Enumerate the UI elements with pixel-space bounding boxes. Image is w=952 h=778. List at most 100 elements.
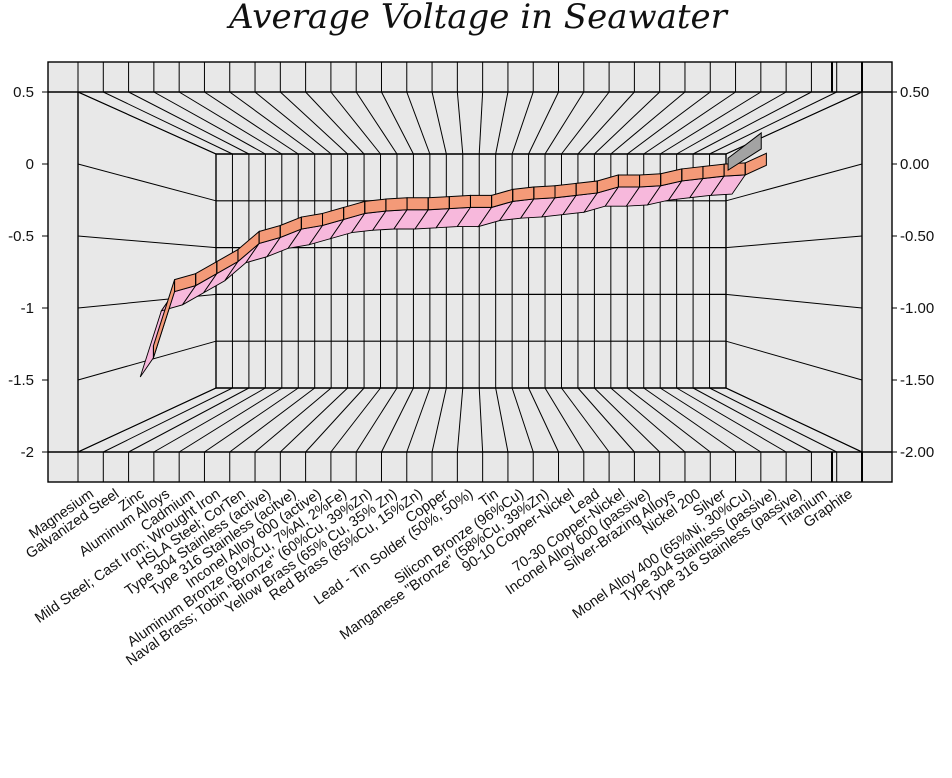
left-tick-label: -0.5 bbox=[8, 228, 34, 245]
grid-line bbox=[561, 91, 610, 155]
chart-title: Average Voltage in Seawater bbox=[226, 0, 729, 37]
grid-line bbox=[178, 91, 283, 155]
grid-line bbox=[456, 387, 464, 453]
grid-line bbox=[381, 387, 414, 453]
grid-line bbox=[725, 163, 863, 202]
grid-line bbox=[709, 91, 837, 155]
grid-line bbox=[381, 91, 414, 155]
grid-line bbox=[355, 91, 398, 155]
grid-line bbox=[305, 387, 365, 453]
grid-line bbox=[153, 91, 266, 155]
grid-line bbox=[643, 91, 736, 155]
grid-line bbox=[431, 91, 447, 155]
grid-line bbox=[495, 387, 509, 453]
grid-line bbox=[725, 235, 863, 249]
right-tick-label: -1.00 bbox=[900, 300, 934, 317]
grid-line bbox=[478, 91, 484, 155]
right-y-axis: 0.50 0.00 -0.50 -1.00 -1.50 -2.00 bbox=[892, 84, 934, 461]
grid-line bbox=[330, 91, 381, 155]
chart-walls bbox=[47, 61, 893, 483]
ribbon-top-segment bbox=[681, 165, 704, 182]
grid-line bbox=[495, 91, 509, 155]
grid-line bbox=[577, 91, 635, 155]
grid-line bbox=[456, 91, 464, 155]
left-tick-label: -1 bbox=[21, 300, 34, 317]
ribbon-top-segment bbox=[448, 194, 471, 210]
grid-line bbox=[406, 387, 431, 453]
grid-line bbox=[153, 387, 266, 453]
grid-line bbox=[528, 387, 559, 453]
grid-line bbox=[478, 387, 484, 453]
grid-line bbox=[594, 387, 661, 453]
ribbon-top-segment bbox=[533, 185, 556, 200]
ribbon-top-segment bbox=[427, 196, 450, 211]
grid-line bbox=[229, 91, 316, 155]
ribbon-top-segment bbox=[469, 194, 493, 208]
grid-line bbox=[692, 387, 812, 453]
grid-line bbox=[77, 163, 217, 202]
grid-line bbox=[610, 91, 686, 155]
grid-line bbox=[544, 387, 585, 453]
grid-line bbox=[406, 91, 431, 155]
grid-line bbox=[103, 387, 233, 453]
grid-line bbox=[128, 91, 250, 155]
data-ribbon bbox=[139, 131, 767, 378]
ribbon-end-cap bbox=[727, 131, 762, 172]
grid-line bbox=[254, 387, 332, 453]
grid-line bbox=[626, 387, 711, 453]
right-tick-label: 0.50 bbox=[900, 84, 929, 101]
grid-line bbox=[544, 91, 585, 155]
grid-line bbox=[577, 387, 635, 453]
ribbon-top-segment bbox=[639, 173, 662, 188]
grid-line bbox=[725, 387, 863, 453]
left-tick-label: 0 bbox=[26, 156, 34, 173]
grid-line bbox=[511, 387, 534, 453]
grid-line bbox=[178, 387, 283, 453]
grid-line bbox=[431, 387, 447, 453]
left-tick-label: -1.5 bbox=[8, 372, 34, 389]
grid-line bbox=[594, 91, 661, 155]
grid-line bbox=[528, 91, 559, 155]
grid-line bbox=[709, 387, 837, 453]
grid-line bbox=[561, 387, 610, 453]
grid-line bbox=[254, 91, 332, 155]
grid-line bbox=[128, 387, 250, 453]
ribbon-top-segment bbox=[617, 174, 641, 188]
ribbon-top-segment bbox=[575, 180, 598, 196]
grid-line bbox=[204, 387, 299, 453]
right-tick-label: -0.50 bbox=[900, 228, 934, 245]
right-tick-label: -2.00 bbox=[900, 444, 934, 461]
grid-line bbox=[610, 387, 686, 453]
grid-line bbox=[692, 91, 812, 155]
grid-line bbox=[330, 387, 381, 453]
ribbon-top-segment bbox=[385, 197, 408, 212]
ribbon-top-segment bbox=[406, 197, 429, 211]
grid-line bbox=[77, 235, 217, 249]
grid-line bbox=[659, 387, 762, 453]
ribbon-top-segment bbox=[702, 163, 725, 180]
ribbon-top-segment bbox=[364, 198, 387, 214]
grid-line bbox=[355, 387, 398, 453]
grid-line bbox=[77, 387, 217, 453]
ribbon-top-segment bbox=[512, 186, 535, 202]
grid-line bbox=[103, 91, 233, 155]
grid-line bbox=[204, 91, 299, 155]
grid-line bbox=[643, 387, 736, 453]
grid-line bbox=[229, 387, 316, 453]
left-tick-label: 0.5 bbox=[13, 84, 34, 101]
grid-line bbox=[626, 91, 711, 155]
grid-line bbox=[305, 91, 365, 155]
grid-line bbox=[511, 91, 534, 155]
ribbon-top-segment bbox=[554, 182, 577, 199]
grid-line bbox=[77, 91, 217, 155]
grid-line bbox=[279, 387, 348, 453]
grid-line bbox=[676, 387, 787, 453]
grid-line bbox=[725, 340, 863, 381]
grid-line bbox=[676, 91, 787, 155]
left-y-axis: 0.5 0 -0.5 -1 -1.5 -2 bbox=[8, 84, 48, 461]
right-tick-label: 0.00 bbox=[900, 156, 929, 173]
grid-line bbox=[725, 293, 863, 309]
right-tick-label: -1.50 bbox=[900, 372, 934, 389]
